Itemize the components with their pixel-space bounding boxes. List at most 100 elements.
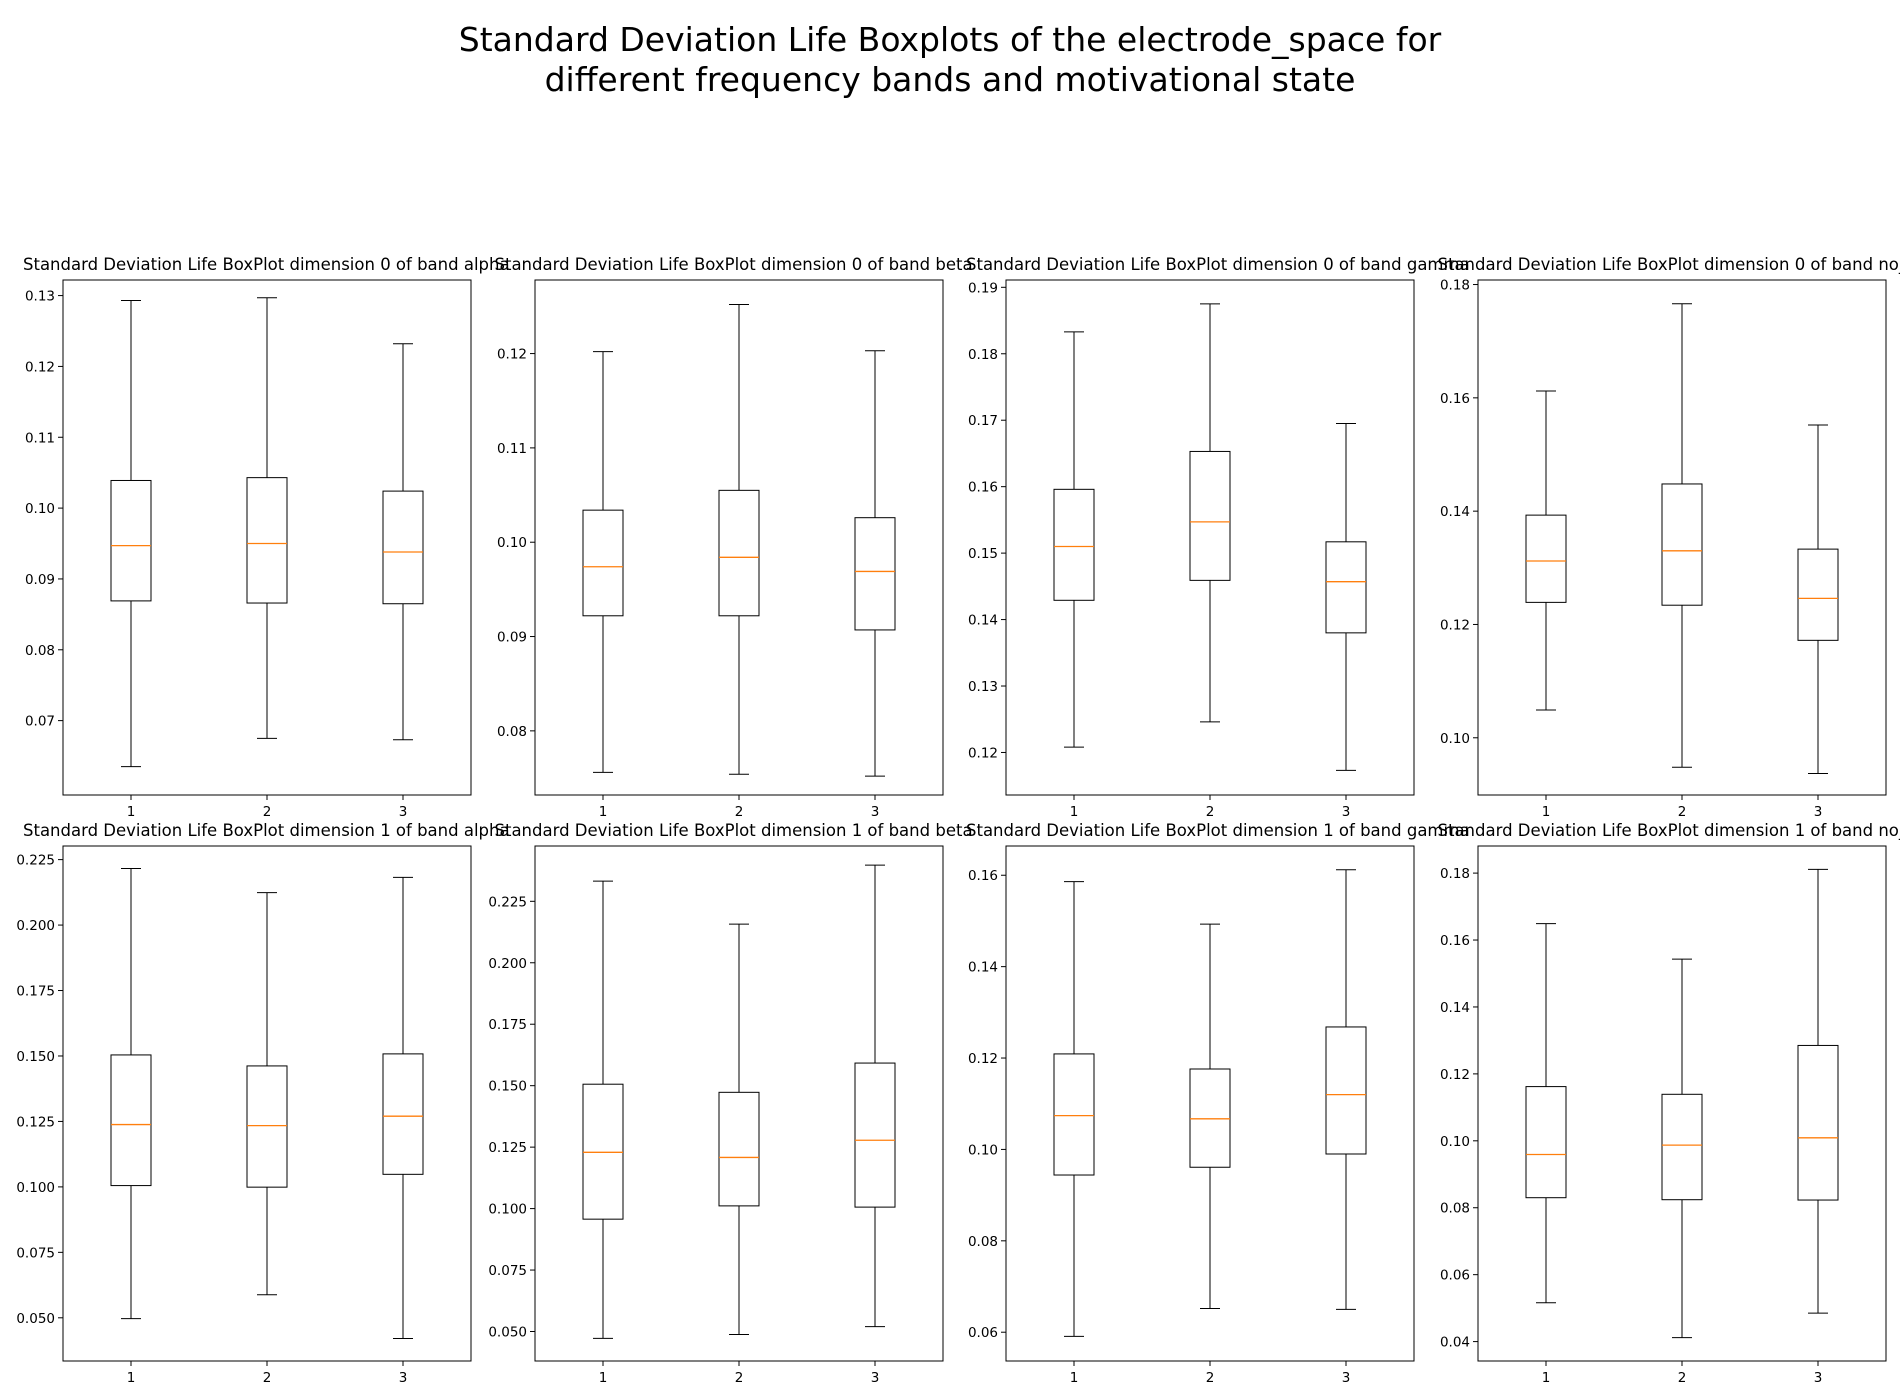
x-tick-label: 2 [1678,1370,1687,1386]
x-tick-label: 3 [399,804,408,820]
y-tick-label: 0.06 [1440,1268,1470,1284]
x-tick-label: 2 [735,1370,744,1386]
x-tick-label: 3 [1342,804,1351,820]
y-tick-label: 0.18 [1440,278,1470,294]
box-1 [110,868,152,1320]
box-body [1797,1044,1839,1201]
y-tick-label: 0.18 [968,347,998,363]
subplot-title: Standard Deviation Life BoxPlot dimensio… [966,255,1470,274]
x-tick-label: 3 [1342,1370,1351,1386]
subplot-3: Standard Deviation Life BoxPlot dimensio… [966,255,1470,820]
box-2 [718,304,760,775]
x-tick-label: 1 [1070,1370,1079,1386]
y-tick-label: 0.12 [1440,1067,1470,1083]
y-tick-label: 0.050 [16,1311,55,1327]
y-tick-label: 0.19 [968,280,998,296]
y-tick-label: 0.14 [968,613,998,629]
y-tick-label: 0.16 [968,480,998,496]
subplot-8: Standard Deviation Life BoxPlot dimensio… [1438,821,1900,1386]
y-tick-label: 0.10 [497,535,527,551]
x-tick-label: 3 [399,1370,408,1386]
y-tick-label: 0.225 [488,894,527,910]
box-body [382,490,424,605]
y-tick-label: 0.08 [1440,1201,1470,1217]
box-3 [382,876,424,1339]
box-3 [1325,869,1367,1310]
subplot-title: Standard Deviation Life BoxPlot dimensio… [966,821,1470,840]
box-body [718,1091,760,1207]
box-3 [854,864,896,1328]
y-tick-label: 0.12 [968,745,998,761]
box-2 [246,892,288,1296]
box-body [1661,1093,1703,1201]
y-tick-label: 0.16 [968,868,998,884]
x-tick-label: 1 [127,1370,136,1386]
x-tick-label: 2 [1678,804,1687,820]
y-tick-label: 0.12 [25,359,55,375]
subplot-7: Standard Deviation Life BoxPlot dimensio… [966,821,1470,1386]
box-3 [1325,423,1367,771]
y-tick-label: 0.11 [497,441,527,457]
x-tick-label: 3 [871,804,880,820]
y-tick-label: 0.125 [16,1114,55,1130]
y-tick-label: 0.17 [968,413,998,429]
y-tick-label: 0.13 [25,289,55,305]
y-tick-label: 0.200 [488,956,527,972]
box-3 [1797,868,1839,1314]
box-body [1661,483,1703,606]
x-tick-label: 1 [127,804,136,820]
box-2 [1189,303,1231,723]
y-tick-label: 0.06 [968,1325,998,1341]
box-1 [1053,331,1095,748]
box-body [1525,1086,1567,1199]
box-body [1189,1068,1231,1168]
y-tick-label: 0.050 [488,1325,527,1341]
x-tick-label: 2 [735,804,744,820]
subplot-4: Standard Deviation Life BoxPlot dimensio… [1438,255,1900,820]
y-tick-label: 0.12 [497,347,527,363]
subplot-5: Standard Deviation Life BoxPlot dimensio… [16,821,509,1386]
y-tick-label: 0.08 [497,724,527,740]
x-tick-label: 1 [599,804,608,820]
box-body [854,517,896,631]
box-2 [1661,958,1703,1339]
x-tick-label: 1 [1070,804,1079,820]
box-1 [1525,390,1567,711]
x-tick-label: 2 [1206,804,1215,820]
x-tick-label: 2 [1206,1370,1215,1386]
x-tick-label: 2 [263,1370,272,1386]
subplot-2: Standard Deviation Life BoxPlot dimensio… [495,255,973,820]
y-tick-label: 0.150 [488,1079,527,1095]
box-body [582,509,624,617]
subplot-1: Standard Deviation Life BoxPlot dimensio… [23,255,510,820]
y-tick-label: 0.200 [16,918,55,934]
box-3 [1797,424,1839,774]
box-body [382,1053,424,1175]
y-tick-label: 0.175 [488,1017,527,1033]
y-tick-label: 0.08 [25,643,55,659]
box-body [1797,548,1839,641]
figure-title-line-1: Standard Deviation Life Boxplots of the … [458,20,1442,59]
y-tick-label: 0.14 [968,960,998,976]
y-tick-label: 0.09 [497,630,527,646]
y-tick-label: 0.14 [1440,1000,1470,1016]
y-tick-label: 0.15 [968,546,998,562]
box-body [1525,514,1567,603]
box-2 [246,297,288,739]
box-2 [1661,303,1703,768]
y-tick-label: 0.09 [25,572,55,588]
y-tick-label: 0.08 [968,1234,998,1250]
box-body [110,479,152,602]
box-1 [1525,923,1567,1304]
y-tick-label: 0.225 [16,853,55,869]
box-3 [854,350,896,777]
box-3 [382,343,424,741]
y-tick-label: 0.10 [968,1142,998,1158]
y-tick-label: 0.075 [16,1245,55,1261]
box-body [854,1062,896,1208]
box-body [1325,1026,1367,1155]
y-tick-label: 0.16 [1440,391,1470,407]
box-body [110,1054,152,1187]
y-tick-label: 0.10 [1440,731,1470,747]
